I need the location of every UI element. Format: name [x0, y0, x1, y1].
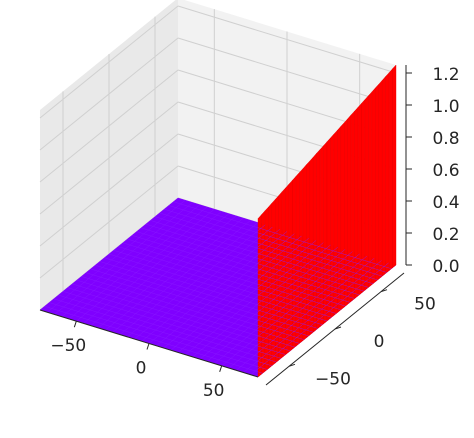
surface-wall-slice — [375, 83, 379, 283]
surface-wall-slice — [354, 106, 359, 300]
grid-line — [39, 133, 179, 247]
y-tick-label: 50 — [414, 295, 436, 315]
surface-wall-slice — [368, 91, 373, 288]
surface-wall-slice — [382, 75, 386, 277]
surface-wall-slice — [323, 141, 328, 325]
surface-wall-slice — [330, 133, 335, 319]
surface-mesh-line — [236, 258, 375, 371]
surface-wall-slice — [392, 64, 397, 269]
y-tick-mark — [334, 326, 342, 330]
x-tick-mark — [146, 343, 150, 350]
grid-line — [177, 5, 397, 74]
z-tick-label: 0.8 — [432, 129, 459, 149]
surface-wall-slice — [357, 102, 362, 297]
x-tick-mark — [73, 321, 77, 328]
z-tick-label: 0.0 — [432, 257, 459, 277]
y-tick-label: −50 — [315, 369, 351, 389]
surface-wall-slice — [361, 99, 366, 294]
grid-line — [177, 37, 397, 106]
z-tick-label: 0.6 — [432, 161, 459, 181]
surface-wall-slice — [347, 114, 352, 305]
x-tick-label: 0 — [136, 359, 147, 379]
surface-mesh-line — [173, 201, 392, 269]
z-tick-label: 1.2 — [432, 65, 459, 85]
surface-wall-slice — [281, 187, 286, 358]
z-tick-label: 0.2 — [432, 225, 459, 245]
surface-wall-slice — [378, 79, 383, 280]
surface-mesh-line — [164, 209, 383, 277]
surface-mesh-line — [154, 216, 374, 284]
surface-wall-slice — [371, 87, 376, 286]
grid-line — [39, 165, 179, 279]
x-tick-label: 50 — [203, 381, 225, 401]
surface-wall-slice — [340, 122, 345, 311]
x-tick-label: −50 — [50, 336, 86, 356]
x-tick-mark — [219, 365, 223, 372]
surface-mesh-line — [168, 205, 387, 273]
surface-wall-slice — [326, 137, 331, 322]
tick-labels: −50 0 50 −50 0 50 0.0 0.2 0.4 0.6 0.8 1.0 1.2 — [50, 65, 459, 401]
surface-wall-slice — [388, 68, 393, 272]
surface-wall-slice — [337, 125, 341, 314]
surface-mesh-line — [159, 212, 378, 281]
surface-wall-slice — [306, 160, 310, 339]
surface-wall-slice — [385, 72, 390, 274]
y-tick-mark — [380, 289, 388, 293]
surface-mesh-line — [228, 255, 368, 369]
y-tick-mark — [288, 363, 296, 367]
z-tick-label: 0.4 — [432, 193, 459, 213]
surface-wall-slice — [319, 145, 324, 328]
surface-mesh-line — [243, 260, 382, 373]
surface — [39, 64, 397, 378]
grid-line — [39, 101, 179, 215]
surface-mesh-line — [250, 262, 389, 375]
y-tick-label: 0 — [374, 332, 385, 352]
grid-line — [39, 37, 179, 151]
grid-line — [39, 69, 179, 183]
surface-wall-slice — [257, 214, 262, 378]
surface-wall-slice — [344, 118, 348, 308]
surface-wall-slice — [295, 171, 300, 347]
z-tick-label: 1.0 — [432, 97, 459, 117]
grid-line — [39, 5, 179, 119]
